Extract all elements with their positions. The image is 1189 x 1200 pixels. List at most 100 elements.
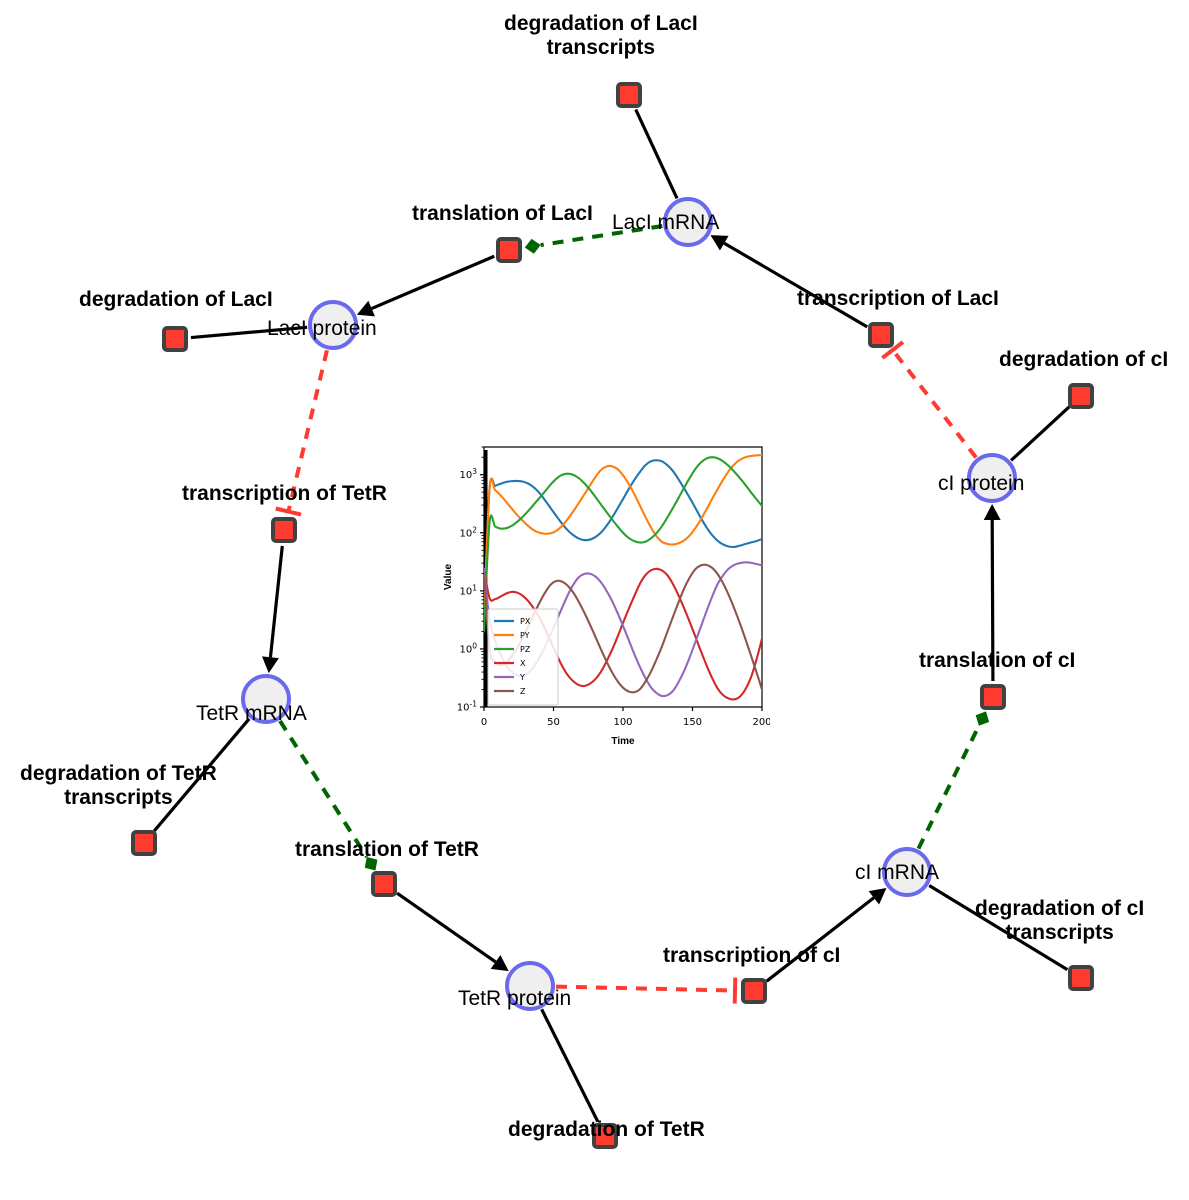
legend-label-PY: PY [520, 631, 530, 640]
species-label-ci_mrna: cI mRNA [855, 861, 939, 884]
arrowhead-triangle [868, 887, 887, 905]
reaction-label-transcr_laci: transcription of LacI [797, 287, 999, 311]
reaction-label-line: transcription of TetR [182, 482, 387, 505]
species-label-laci_protein: LacI protein [267, 317, 377, 340]
reaction-label-line: transcripts [546, 35, 656, 59]
edge-inhibition [286, 349, 329, 512]
reaction-node-transl_ci[interactable] [980, 684, 1006, 710]
species-label-tetr_mrna: TetR mRNA [196, 702, 307, 725]
reaction-label-deg_ci: degradation of cI [999, 348, 1168, 372]
reaction-label-line: degradation of cI [975, 897, 1145, 920]
reaction-label-transcr_tetr: transcription of TetR [182, 482, 387, 506]
species-node-laci_protein[interactable] [308, 300, 358, 350]
reaction-node-transcr_ci[interactable] [741, 978, 767, 1004]
x-tick-label: 0 [481, 717, 487, 728]
x-tick-label: 50 [547, 717, 560, 728]
series-line-X [484, 567, 762, 701]
arrowhead-triangle [490, 954, 509, 972]
edge-substrate [153, 717, 251, 832]
reaction-label-transcr_ci: transcription of cI [663, 944, 840, 968]
reaction-label-line: transcription of LacI [797, 287, 999, 310]
species-node-tetr_mrna[interactable] [241, 674, 291, 724]
reaction-node-deg_tetr_transcripts[interactable] [131, 830, 157, 856]
y-tick-label: 100 [459, 641, 477, 655]
edge-substrate [190, 325, 308, 340]
edge-substrate [1010, 405, 1071, 462]
reaction-label-line: translation of TetR [295, 838, 479, 861]
arrowhead-triangle [356, 300, 375, 317]
reaction-label-line: translation of cI [919, 649, 1076, 672]
reaction-node-deg_laci_transcripts[interactable] [616, 82, 642, 108]
edge-substrate [540, 1008, 600, 1123]
reaction-node-transl_laci[interactable] [496, 237, 522, 263]
reaction-node-deg_laci[interactable] [162, 326, 188, 352]
timecourse-plot-svg: 0 50 100 150 20010-1100101102103TimeValuePXP… [443, 446, 770, 747]
series-line-PZ [484, 456, 762, 633]
arrowhead-tbar [881, 340, 905, 360]
x-tick-label: 150 [683, 717, 702, 728]
reaction-label-transl_laci: translation of LacI [412, 202, 593, 226]
arrowhead-tbar [275, 506, 302, 517]
reaction-node-deg_ci_transcripts[interactable] [1068, 965, 1094, 991]
species-node-tetr_protein[interactable] [505, 961, 555, 1011]
x-axis-label: Time [611, 736, 635, 747]
arrowhead-triangle [710, 235, 729, 251]
species-label-ci_protein: cI protein [938, 472, 1025, 495]
y-axis-label: Value [443, 564, 454, 591]
y-tick-label: 10-1 [457, 700, 477, 714]
reaction-label-line: degradation of LacI [504, 12, 698, 35]
reaction-node-transcr_laci[interactable] [868, 322, 894, 348]
legend-label-Y: Y [519, 673, 525, 682]
edge-product [723, 241, 869, 329]
series-line-PX [484, 459, 762, 623]
reaction-label-deg_tetr_transcripts: degradation of TetR transcripts [20, 762, 217, 809]
legend-label-X: X [520, 659, 526, 668]
edge-inhibition [555, 984, 735, 993]
reaction-label-transl_ci: translation of cI [919, 649, 1075, 673]
edge-product [371, 254, 495, 311]
reaction-label-deg_ci_transcripts: degradation of cI transcripts [975, 897, 1144, 944]
edge-substrate [634, 108, 679, 200]
edge-product [990, 519, 995, 682]
reaction-label-line: transcripts [1005, 920, 1114, 944]
arrowhead-diamond [975, 711, 990, 726]
edge-product [396, 891, 497, 964]
reaction-label-deg_laci_transcripts: degradation of LacI transcripts [504, 12, 698, 59]
edge-substrate [928, 884, 1069, 972]
reaction-label-line: degradation of TetR [20, 762, 217, 785]
reaction-label-line: transcription of cI [663, 944, 841, 967]
reaction-node-transl_tetr[interactable] [371, 871, 397, 897]
edge-inhibition [891, 349, 978, 459]
chart-legend: PX PY PZ XYZ [487, 608, 559, 706]
legend-label-PX: PX [520, 617, 531, 626]
edge-product [765, 896, 875, 983]
edge-modifier [916, 724, 981, 850]
legend-label-Z: Z [520, 687, 526, 696]
reaction-node-transcr_tetr[interactable] [271, 517, 297, 543]
reaction-label-line: degradation of LacI [79, 288, 273, 311]
species-node-ci_mrna[interactable] [882, 847, 932, 897]
edge-product [268, 545, 284, 658]
reaction-node-deg_tetr[interactable] [592, 1123, 618, 1149]
legend-label-PZ: PZ [520, 645, 531, 654]
edge-modifier [540, 224, 663, 248]
series-line-PY [484, 454, 762, 623]
y-tick-label: 103 [459, 467, 477, 481]
y-tick-label: 102 [459, 525, 477, 539]
y-tick-label: 101 [459, 583, 477, 597]
x-tick-label: 100 [613, 717, 632, 728]
arrowhead-triangle [261, 656, 279, 674]
edge-modifier [278, 719, 369, 859]
reaction-label-transl_tetr: translation of TetR [295, 838, 479, 862]
species-node-ci_protein[interactable] [967, 453, 1017, 503]
reaction-label-deg_tetr: degradation of TetR [508, 1118, 705, 1142]
species-node-laci_mrna[interactable] [663, 197, 713, 247]
arrowhead-diamond [524, 238, 541, 254]
timecourse-plot-inset: 0 50 100 150 200 10-1 100 101 102 103 Time Value PX P… [440, 432, 770, 754]
reaction-node-deg_ci[interactable] [1068, 383, 1094, 409]
reaction-label-deg_laci: degradation of LacI [79, 288, 273, 312]
reaction-label-line: degradation of TetR [508, 1118, 705, 1141]
arrowhead-diamond [364, 857, 378, 871]
